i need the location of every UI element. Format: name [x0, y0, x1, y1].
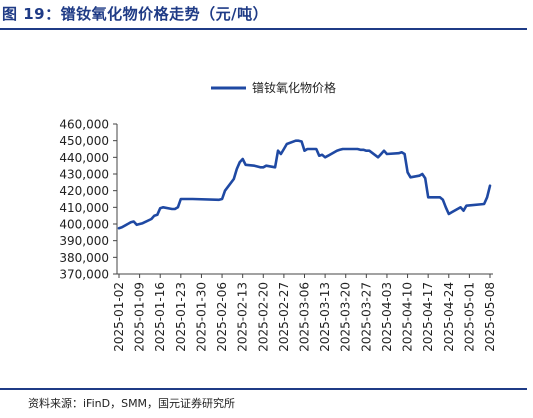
price-line-chart: 镨钕氧化物价格 370,000 380,000 390,000 400,000 410,…: [59, 80, 497, 352]
y-tick-label: 400,000: [59, 218, 109, 232]
series-line-0: [117, 139, 492, 230]
x-tick-label: 2025-01-02: [112, 282, 126, 352]
y-tick-label: 390,000: [59, 234, 109, 248]
y-tick-label: 440,000: [59, 151, 109, 165]
x-tick-label: 2025-03-13: [318, 282, 332, 352]
y-tick-label: 450,000: [59, 134, 109, 148]
y-tick-label: 380,000: [59, 251, 109, 265]
y-tick-label: 370,000: [59, 268, 109, 282]
x-tick-label: 2025-03-27: [359, 282, 373, 352]
x-tick-label: 2025-02-13: [236, 282, 250, 352]
y-tick-label: 420,000: [59, 184, 109, 198]
plot-area: [117, 139, 492, 230]
legend-label: 镨钕氧化物价格: [252, 80, 336, 95]
x-tick-label: 2025-01-23: [174, 282, 188, 352]
figure-title: 图 19：镨钕氧化物价格走势（元/吨）: [2, 5, 269, 23]
chart-legend: 镨钕氧化物价格: [211, 80, 336, 95]
x-tick-label: 2025-03-06: [298, 282, 312, 352]
title-rule: [0, 28, 527, 30]
x-axis: 2025-01-02 2025-01-09 2025-01-16 2025-01-23…: [112, 273, 497, 352]
y-axis: 370,000 380,000 390,000 400,000 410,000 420,0…: [59, 118, 118, 282]
x-tick-label: 2025-04-17: [421, 282, 435, 352]
x-tick-label: 2025-05-01: [462, 282, 476, 352]
x-tick-label: 2025-04-24: [442, 282, 456, 352]
x-tick-label: 2025-05-08: [483, 282, 497, 352]
x-tick-label: 2025-02-20: [256, 282, 270, 352]
x-tick-label: 2025-03-20: [339, 282, 353, 352]
source-note: 资料来源：iFinD，SMM，国元证券研究所: [28, 397, 236, 410]
x-tick-label: 2025-02-06: [215, 282, 229, 352]
x-tick-label: 2025-04-03: [380, 282, 394, 352]
x-tick-label: 2025-02-27: [277, 282, 291, 352]
x-tick-label: 2025-01-09: [133, 282, 147, 352]
y-tick-label: 460,000: [59, 118, 109, 132]
x-tick-label: 2025-04-10: [401, 282, 415, 352]
y-tick-label: 410,000: [59, 201, 109, 215]
y-tick-label: 430,000: [59, 168, 109, 182]
source-rule: [0, 388, 527, 390]
x-tick-label: 2025-01-16: [153, 282, 167, 352]
x-tick-label: 2025-01-30: [194, 282, 208, 352]
